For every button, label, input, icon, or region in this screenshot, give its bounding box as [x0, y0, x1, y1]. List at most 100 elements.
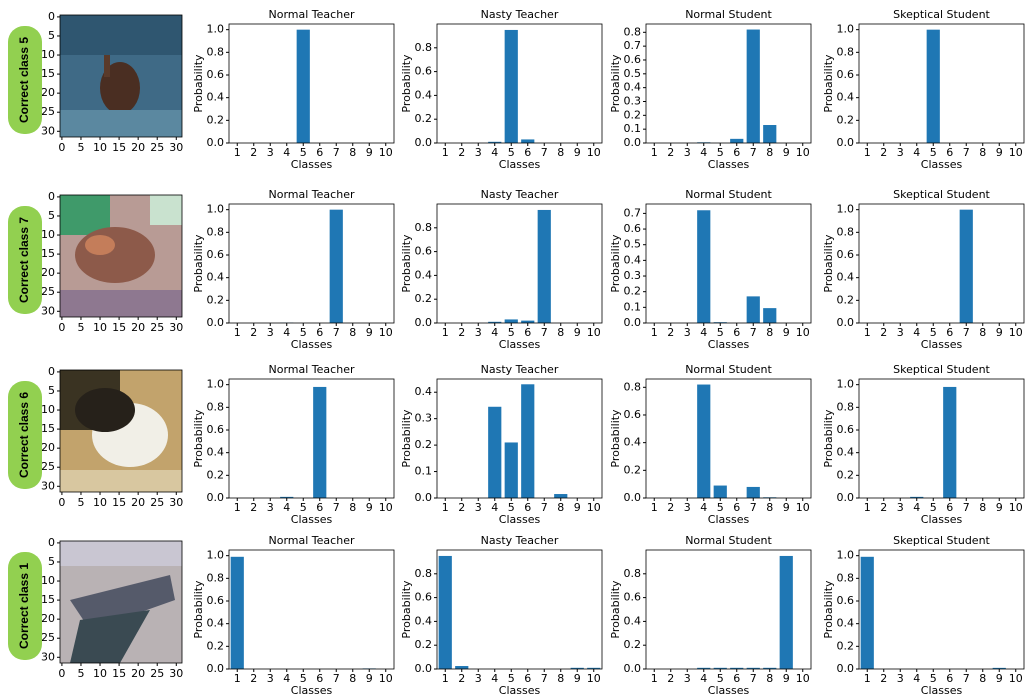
x-tick-label: 1	[864, 146, 871, 159]
x-tick-label: 8	[557, 672, 564, 685]
x-tick-label: 4	[491, 326, 498, 339]
x-tick-label: 6	[316, 501, 323, 514]
x-tick-label: 8	[979, 501, 986, 514]
y-tick-label: 0.6	[624, 222, 642, 235]
x-tick-label: 6	[524, 501, 531, 514]
x-tick-label: 6	[946, 501, 953, 514]
y-tick-label: 30	[41, 124, 55, 137]
x-tick-label: 6	[733, 146, 740, 159]
x-tick-label: 15	[112, 496, 126, 509]
x-tick-label: 8	[766, 326, 773, 339]
bar	[505, 319, 518, 323]
y-tick-label: 0.8	[624, 380, 642, 393]
x-tick-label: 1	[651, 146, 658, 159]
y-tick-label: 0	[48, 536, 55, 549]
x-tick-label: 30	[169, 321, 183, 334]
bar	[554, 494, 567, 498]
y-axis-label: Probability	[822, 409, 835, 468]
x-tick-label: 7	[750, 672, 757, 685]
chart-title: Skeptical Student	[893, 363, 990, 376]
x-tick-label: 9	[366, 672, 373, 685]
x-tick-label: 6	[946, 146, 953, 159]
x-tick-label: 4	[700, 672, 707, 685]
y-tick-label: 0.2	[837, 113, 855, 126]
bar	[697, 385, 710, 498]
x-tick-label: 1	[442, 501, 449, 514]
x-tick-label: 10	[379, 501, 393, 514]
axes-frame	[646, 379, 811, 498]
x-axis-label: Classes	[921, 338, 963, 351]
x-tick-label: 7	[963, 672, 970, 685]
x-tick-label: 2	[458, 326, 465, 339]
x-tick-label: 4	[283, 146, 290, 159]
x-tick-label: 9	[574, 146, 581, 159]
x-tick-label: 2	[880, 326, 887, 339]
y-axis-label: Probability	[609, 54, 622, 113]
x-tick-label: 3	[897, 146, 904, 159]
x-tick-label: 1	[234, 146, 241, 159]
image-class-5	[60, 15, 182, 137]
x-tick-label: 0	[58, 496, 65, 509]
y-tick-label: 0.8	[624, 567, 642, 580]
x-tick-label: 2	[250, 326, 257, 339]
y-tick-label: 0.2	[415, 638, 433, 651]
x-axis-label: Classes	[708, 513, 750, 526]
y-tick-label: 0.2	[207, 293, 225, 306]
x-tick-label: 15	[112, 141, 126, 154]
y-tick-label: 20	[41, 612, 55, 625]
y-tick-label: 0.8	[837, 225, 855, 238]
y-tick-label: 0.4	[624, 436, 642, 449]
x-tick-label: 9	[996, 146, 1003, 159]
y-axis-label: Probability	[822, 234, 835, 293]
chart-title: Skeptical Student	[893, 534, 990, 547]
x-tick-label: 4	[700, 326, 707, 339]
x-tick-label: 6	[316, 672, 323, 685]
y-tick-label: 5	[48, 209, 55, 222]
y-axis-label: Probability	[192, 234, 205, 293]
bar	[747, 296, 760, 323]
y-tick-label: 0.8	[624, 25, 642, 38]
y-tick-label: 0.0	[415, 136, 433, 149]
x-tick-label: 2	[458, 146, 465, 159]
x-tick-label: 4	[700, 501, 707, 514]
y-tick-label: 0.6	[415, 65, 433, 78]
y-tick-label: 0.6	[207, 594, 225, 607]
x-tick-label: 3	[267, 326, 274, 339]
bar	[231, 557, 244, 669]
x-tick-label: 10	[587, 326, 601, 339]
y-tick-label: 0.4	[837, 446, 855, 459]
x-axis-label: Classes	[499, 513, 541, 526]
y-tick-label: 0	[48, 10, 55, 23]
x-tick-label: 5	[930, 326, 937, 339]
y-tick-label: 0.3	[624, 94, 642, 107]
y-axis-label: Probability	[400, 409, 413, 468]
y-tick-label: 0.1	[624, 300, 642, 313]
y-tick-label: 1.0	[837, 378, 855, 391]
x-tick-label: 10	[1009, 672, 1023, 685]
y-tick-label: 0.0	[207, 136, 225, 149]
chart-title: Normal Teacher	[269, 188, 355, 201]
x-tick-label: 25	[150, 496, 164, 509]
x-axis-label: Classes	[499, 684, 541, 697]
x-tick-label: 3	[897, 672, 904, 685]
x-tick-label: 3	[684, 672, 691, 685]
x-tick-label: 1	[864, 326, 871, 339]
x-tick-label: 8	[979, 326, 986, 339]
x-tick-label: 9	[574, 672, 581, 685]
x-tick-label: 3	[684, 501, 691, 514]
bar	[747, 487, 760, 498]
y-tick-label: 0.4	[837, 271, 855, 284]
image-class-6	[60, 370, 182, 492]
bar	[763, 308, 776, 323]
x-tick-label: 4	[283, 672, 290, 685]
x-tick-label: 10	[379, 672, 393, 685]
chart-title: Normal Teacher	[269, 363, 355, 376]
y-tick-label: 0.8	[207, 45, 225, 58]
x-tick-label: 5	[300, 146, 307, 159]
axes-frame	[437, 204, 602, 323]
x-tick-label: 5	[77, 141, 84, 154]
y-tick-label: 0.0	[624, 491, 642, 504]
y-tick-label: 0.5	[624, 67, 642, 80]
x-tick-label: 10	[1009, 326, 1023, 339]
x-tick-label: 10	[93, 321, 107, 334]
